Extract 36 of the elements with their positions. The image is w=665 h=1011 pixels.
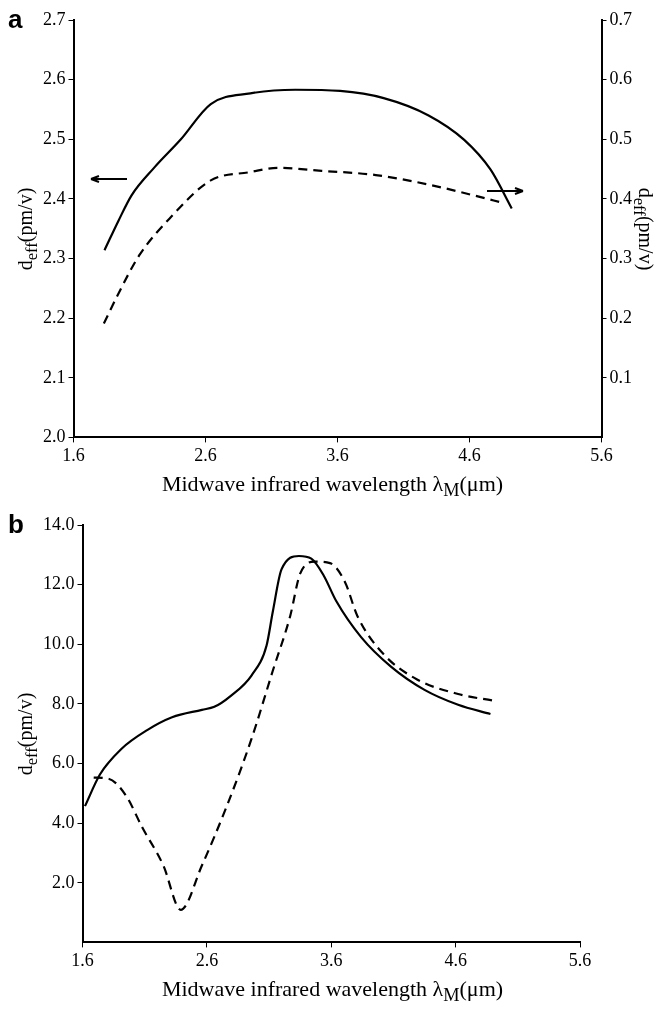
y-tick-label: 2.5 [43, 127, 66, 148]
y-tick-label: 12.0 [43, 573, 75, 594]
y2-tick-label: 0.1 [609, 366, 632, 387]
y-tick-label: 10.0 [43, 632, 75, 653]
x-tick-label: 1.6 [62, 444, 85, 465]
y-tick-label: 2.0 [43, 426, 66, 447]
x-tick-label: 3.6 [320, 949, 343, 970]
y-tick-label: 2.7 [43, 8, 66, 29]
line-series [103, 88, 513, 252]
x-tick-label: 1.6 [71, 949, 94, 970]
y2-tick-label: 0.4 [609, 187, 632, 208]
chart-title: a [8, 4, 23, 35]
y-tick-label: 2.4 [43, 187, 66, 208]
x-tick-label: 5.6 [568, 949, 592, 970]
y2-tick-label: 0.5 [609, 127, 632, 148]
y-tick-label: 2.2 [43, 306, 66, 327]
x-tick-label: 4.6 [458, 444, 481, 465]
y2-tick-label: 0.6 [609, 68, 632, 89]
x-tick-label: 2.6 [194, 444, 217, 465]
chart-title: b [8, 509, 24, 540]
y-tick-label: 2.0 [52, 871, 75, 892]
y-tick-label: 4.0 [52, 811, 75, 832]
x-tick-label: 4.6 [444, 949, 467, 970]
y-tick-label: 2.1 [43, 366, 66, 387]
y-tick-label: 14.0 [43, 513, 75, 534]
x-tick-label: 2.6 [195, 949, 219, 970]
x-tick-label: 5.6 [590, 444, 613, 465]
y2-tick-label: 0.2 [609, 306, 632, 327]
x-axis-title: Midwave infrared wavelength λ$_{M}$(μm) [160, 470, 505, 501]
y-tick-label: 8.0 [52, 692, 75, 713]
y2-tick-label: 0.7 [609, 8, 632, 29]
y-tick-label: 6.0 [52, 752, 75, 773]
y-tick-label: 2.6 [43, 68, 66, 89]
x-axis-title: Midwave infrared wavelength λ$_{M}$(μm) [160, 975, 505, 1006]
y-tick-label: 2.3 [43, 247, 66, 268]
x-tick-label: 3.6 [326, 444, 349, 465]
